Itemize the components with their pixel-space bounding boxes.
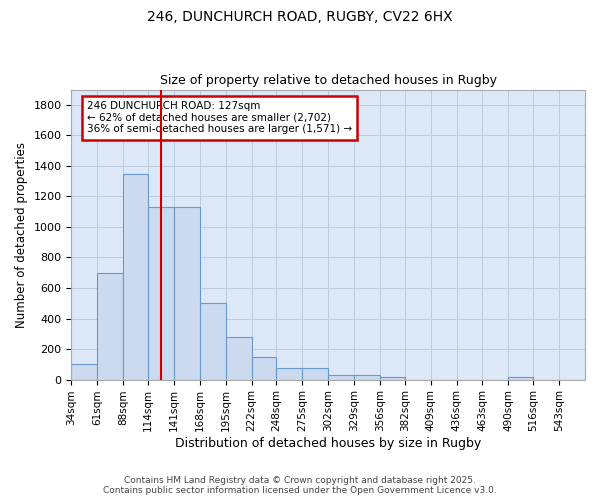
Title: Size of property relative to detached houses in Rugby: Size of property relative to detached ho… (160, 74, 497, 87)
Bar (97, 272, 123, 380)
Bar (226, 337, 251, 380)
Bar (71, 364, 97, 380)
Bar (380, 378, 405, 380)
Bar (328, 375, 354, 380)
Bar (148, 207, 174, 380)
Bar (277, 368, 302, 380)
X-axis label: Distribution of detached houses by size in Rugby: Distribution of detached houses by size … (175, 437, 481, 450)
Y-axis label: Number of detached properties: Number of detached properties (15, 142, 28, 328)
Text: Contains HM Land Registry data © Crown copyright and database right 2025.
Contai: Contains HM Land Registry data © Crown c… (103, 476, 497, 495)
Bar (302, 368, 328, 380)
Bar (354, 375, 380, 380)
Text: 246, DUNCHURCH ROAD, RUGBY, CV22 6HX: 246, DUNCHURCH ROAD, RUGBY, CV22 6HX (147, 10, 453, 24)
Bar (251, 358, 277, 380)
Bar (174, 207, 200, 380)
Bar (123, 174, 148, 380)
Bar (508, 378, 533, 380)
Bar (200, 304, 226, 380)
Text: 246 DUNCHURCH ROAD: 127sqm
← 62% of detached houses are smaller (2,702)
36% of s: 246 DUNCHURCH ROAD: 127sqm ← 62% of deta… (87, 101, 352, 134)
